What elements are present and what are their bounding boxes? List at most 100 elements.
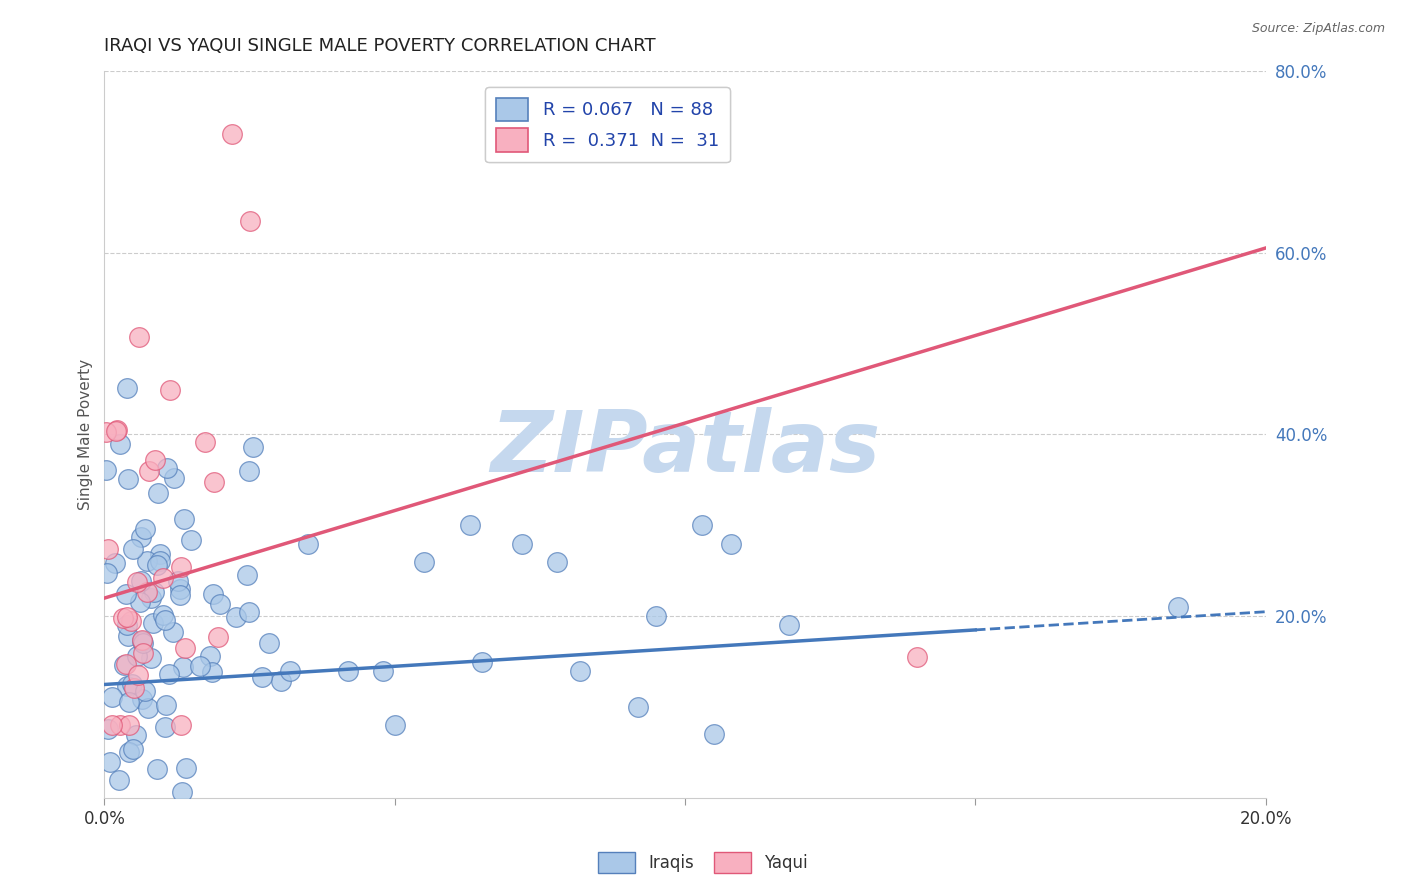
Point — [115, 679, 138, 693]
Point — [129, 574, 152, 589]
Legend: R = 0.067   N = 88, R =  0.371  N =  31: R = 0.067 N = 88, R = 0.371 N = 31 — [485, 87, 730, 162]
Point — [201, 665, 224, 679]
Point — [170, 785, 193, 799]
Point — [117, 718, 139, 732]
Point — [546, 555, 568, 569]
Point — [139, 650, 162, 665]
Point — [117, 629, 139, 643]
Point — [278, 664, 301, 678]
Point — [117, 472, 139, 486]
Point — [174, 761, 197, 775]
Point — [134, 684, 156, 698]
Point — [569, 664, 592, 678]
Point — [384, 718, 406, 732]
Point — [163, 470, 186, 484]
Point — [250, 670, 273, 684]
Y-axis label: Single Male Poverty: Single Male Poverty — [79, 359, 93, 510]
Point — [101, 718, 124, 732]
Point — [225, 610, 247, 624]
Point — [204, 475, 226, 489]
Text: ZIPatlas: ZIPatlas — [489, 408, 880, 491]
Point — [115, 587, 138, 601]
Point — [97, 722, 120, 736]
Point — [139, 591, 162, 606]
Point — [94, 463, 117, 477]
Point — [170, 560, 193, 574]
Point — [198, 648, 221, 663]
Point — [174, 640, 197, 655]
Point — [108, 718, 131, 732]
Point — [132, 647, 155, 661]
Point — [169, 582, 191, 596]
Point — [627, 700, 650, 714]
Point — [155, 613, 177, 627]
Point — [1167, 600, 1189, 615]
Point — [132, 636, 155, 650]
Point — [146, 762, 169, 776]
Point — [162, 625, 184, 640]
Point — [209, 597, 232, 611]
Point — [371, 664, 394, 678]
Point — [131, 633, 153, 648]
Point — [155, 698, 177, 713]
Point — [152, 607, 174, 622]
Point — [117, 745, 139, 759]
Point — [235, 567, 257, 582]
Point — [173, 512, 195, 526]
Point — [97, 542, 120, 557]
Point — [242, 440, 264, 454]
Point — [458, 518, 481, 533]
Point — [778, 618, 800, 632]
Point — [115, 618, 138, 632]
Point — [157, 667, 180, 681]
Point — [270, 674, 292, 689]
Point — [159, 384, 181, 398]
Point — [149, 554, 172, 568]
Point — [122, 741, 145, 756]
Point — [120, 614, 142, 628]
Point — [125, 648, 148, 663]
Point — [115, 610, 138, 624]
Point — [128, 667, 150, 681]
Point — [297, 536, 319, 550]
Point — [905, 650, 928, 665]
Point — [170, 718, 193, 732]
Point — [180, 533, 202, 547]
Point — [202, 586, 225, 600]
Point — [238, 464, 260, 478]
Point — [128, 330, 150, 344]
Point — [136, 701, 159, 715]
Point — [142, 584, 165, 599]
Point — [152, 571, 174, 585]
Point — [108, 773, 131, 788]
Point — [238, 605, 260, 619]
Point — [221, 128, 243, 142]
Point — [98, 755, 121, 769]
Point — [131, 692, 153, 706]
Point — [238, 213, 260, 227]
Point — [166, 574, 188, 589]
Legend: Iraqis, Yaqui: Iraqis, Yaqui — [592, 846, 814, 880]
Point — [117, 381, 139, 395]
Point — [112, 658, 135, 673]
Point — [96, 566, 118, 580]
Point — [131, 633, 153, 648]
Point — [337, 664, 360, 678]
Point — [118, 695, 141, 709]
Point — [149, 547, 172, 561]
Point — [188, 659, 211, 673]
Text: Source: ZipAtlas.com: Source: ZipAtlas.com — [1251, 22, 1385, 36]
Point — [129, 595, 152, 609]
Point — [153, 720, 176, 734]
Point — [121, 542, 143, 557]
Point — [692, 518, 714, 533]
Point — [703, 727, 725, 741]
Point — [136, 584, 159, 599]
Point — [194, 435, 217, 450]
Point — [124, 728, 146, 742]
Point — [110, 437, 132, 451]
Point — [142, 615, 165, 630]
Point — [412, 555, 434, 569]
Point — [125, 574, 148, 589]
Point — [114, 657, 136, 672]
